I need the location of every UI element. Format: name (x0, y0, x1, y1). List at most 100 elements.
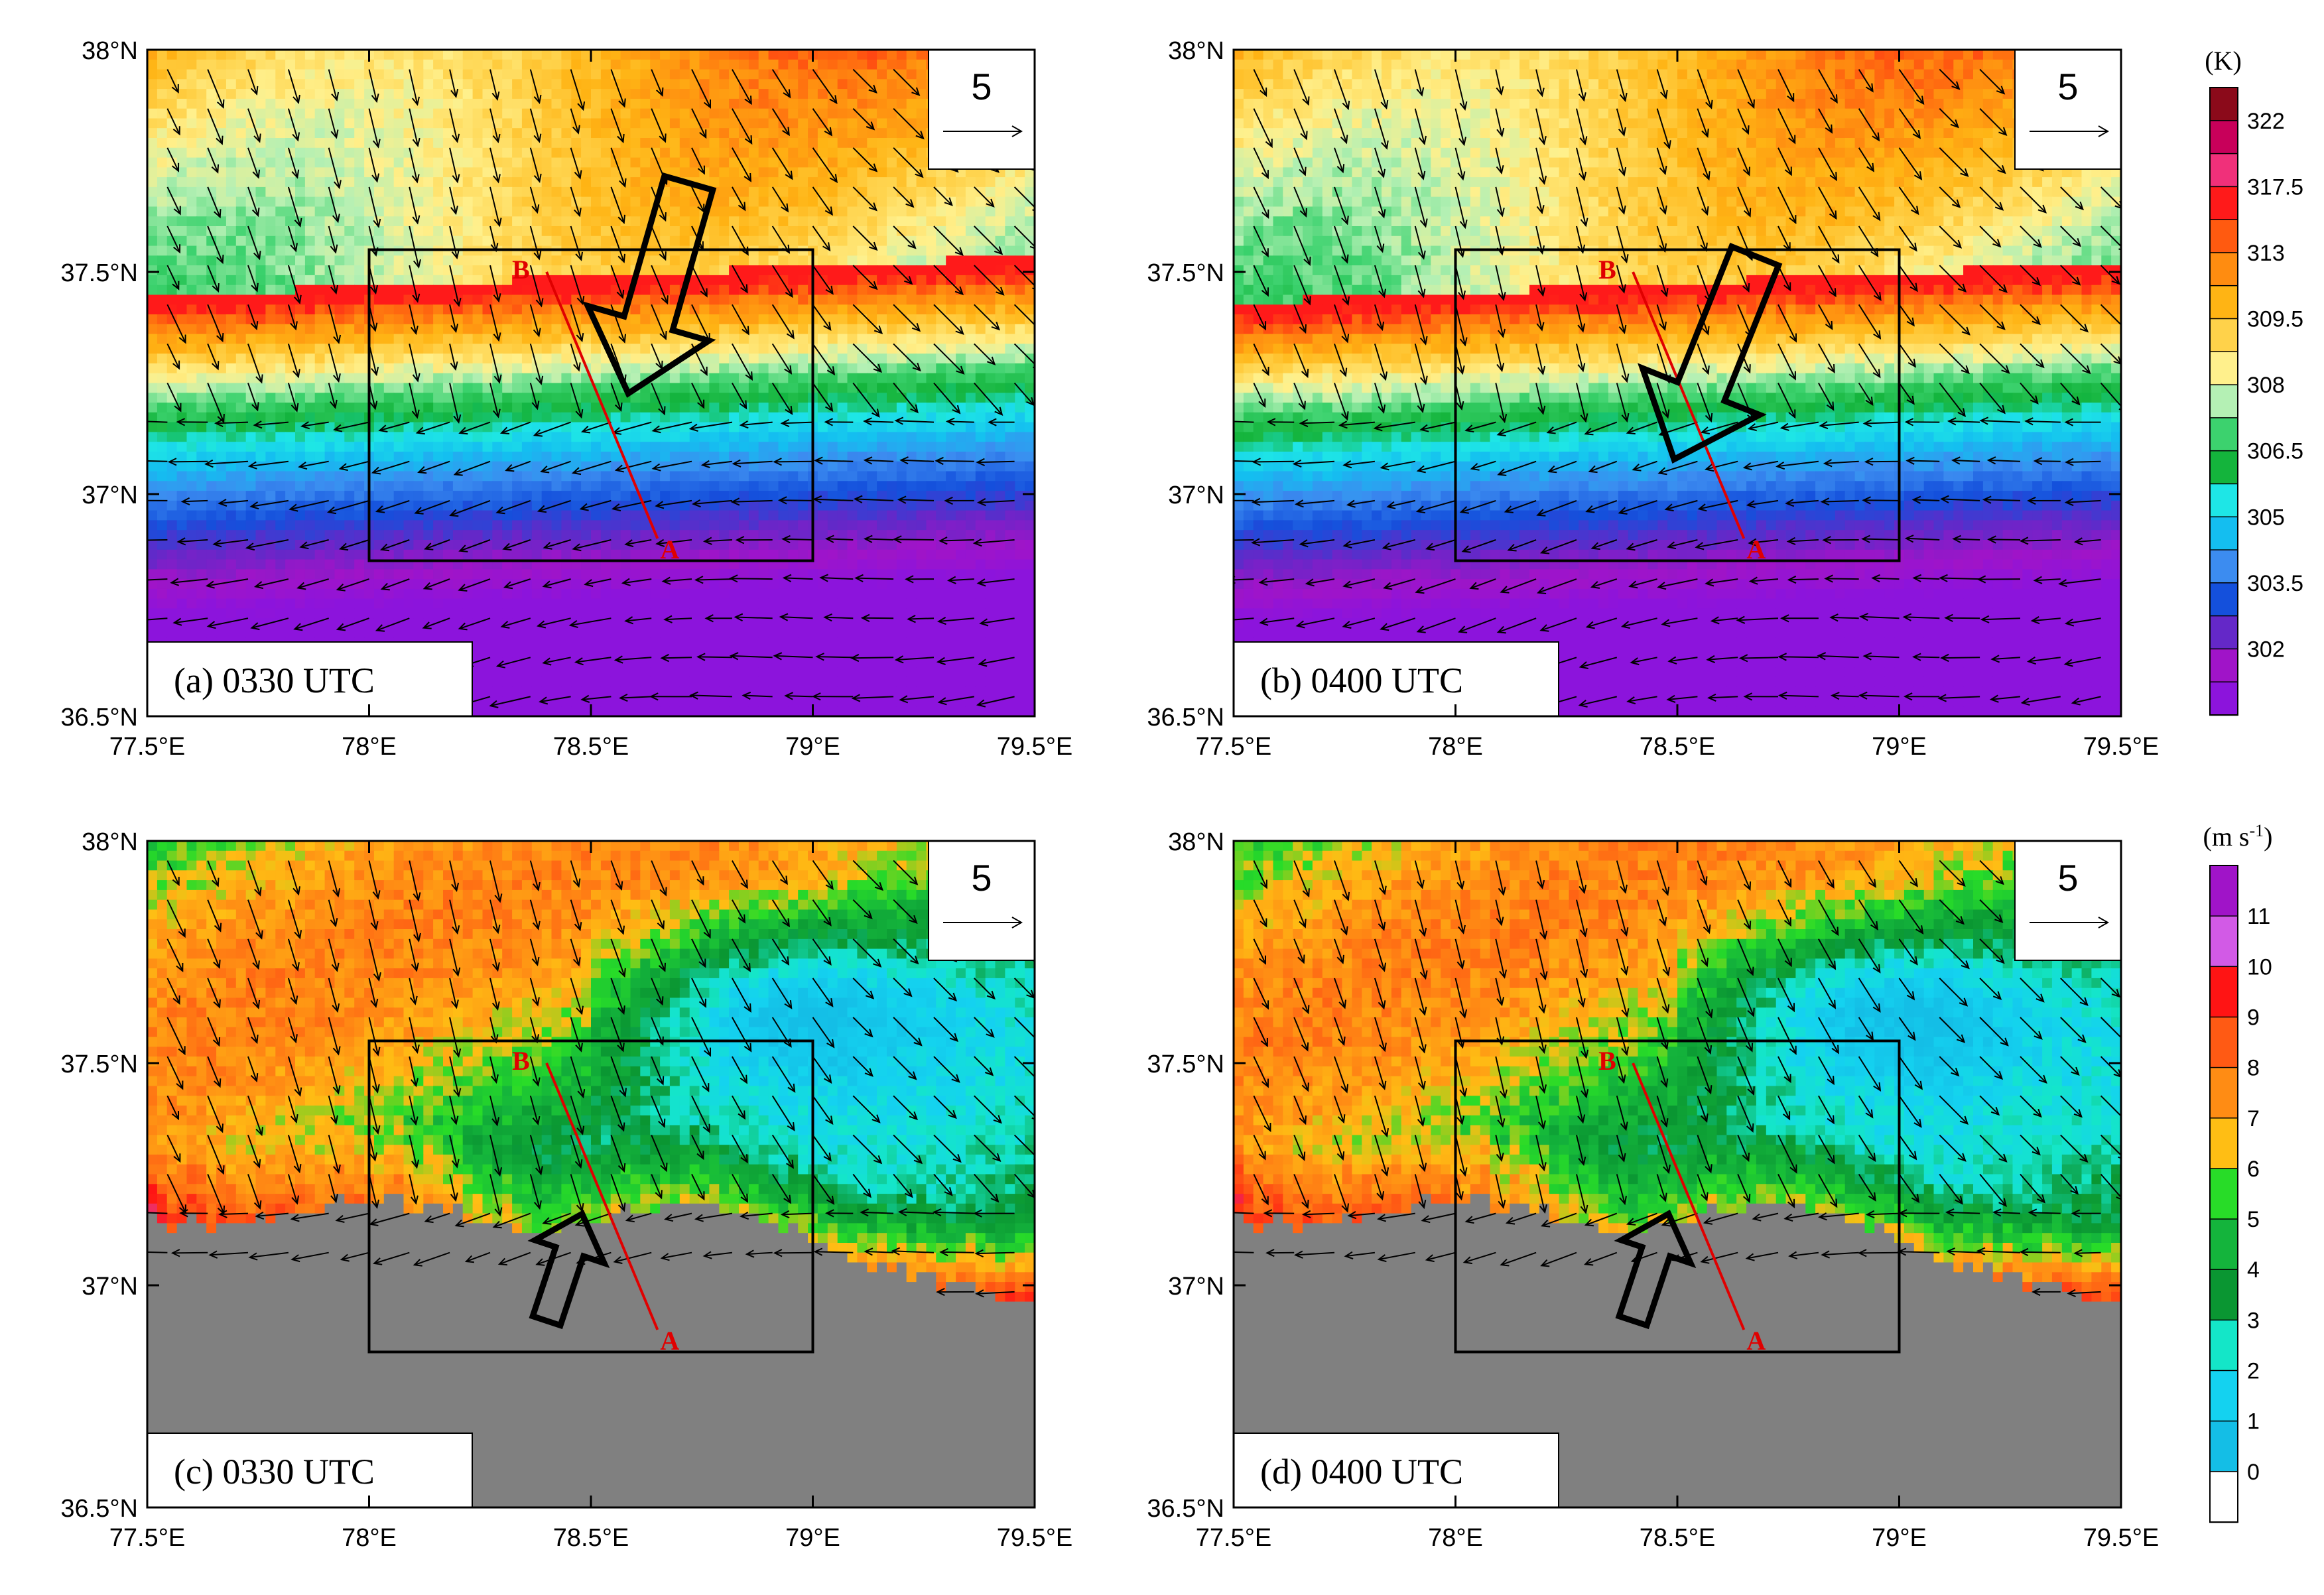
colorbar-label: 317.5 (2247, 174, 2303, 200)
panel-label-box: (b) 0400 UTC (1233, 641, 1559, 717)
reference-vector-value: 5 (2057, 66, 2078, 107)
lat-tick-label: 37°N (82, 1273, 138, 1301)
lon-tick-label: 77.5°E (109, 1524, 186, 1552)
panel-a: A B 5 (a) 0330 UTC 77.5°E 78°E 78.5°E 79°E 79.5°… (60, 37, 1072, 761)
analysis-box (367, 248, 814, 562)
flow-arrow (1638, 243, 1783, 464)
reference-vector: 5 (2014, 840, 2122, 961)
lon-tick-label: 78.5°E (553, 1524, 629, 1552)
section-point-a: A (1746, 535, 1766, 564)
colorbar-unit: (m s-1) (2203, 821, 2273, 852)
lat-tick-label: 36.5°N (1147, 704, 1224, 732)
colorbar-label: 9 (2247, 1005, 2260, 1031)
analysis-box (367, 1039, 814, 1354)
field-wind_speed (147, 841, 1035, 1507)
lon-tick-label: 78°E (1428, 733, 1483, 761)
temperature-colorbar: 322 317.5 313 309.5 308 306.5 305 303.5 302 (K) (2205, 46, 2303, 716)
section-line (1632, 271, 1746, 539)
lon-tick-label: 78.5°E (1640, 733, 1716, 761)
axis-ticks: 77.5°E 78°E 78.5°E 79°E 79.5°E 38°N 37.5°N 37°N… (1147, 828, 2159, 1552)
lat-tick-label: 38°N (82, 828, 138, 856)
field-temperature (147, 50, 1035, 716)
panel-label-box: (a) 0330 UTC (147, 641, 473, 717)
flow-arrow (582, 172, 717, 398)
lon-tick-label: 79°E (1872, 733, 1927, 761)
colorbar-label: 309.5 (2247, 307, 2303, 332)
colorbar-label: 6 (2247, 1157, 2260, 1182)
colorbar-label: 322 (2247, 109, 2285, 134)
reference-vector: 5 (928, 840, 1035, 961)
flow-arrow (1614, 1209, 1697, 1330)
lon-tick-label: 78°E (342, 733, 397, 761)
colorbar-label: 302 (2247, 637, 2285, 662)
section-point-b: B (1598, 255, 1616, 285)
reference-vector-value: 5 (971, 857, 992, 899)
lon-tick-label: 78.5°E (553, 733, 629, 761)
colorbar-label: 8 (2247, 1056, 2260, 1081)
axis-ticks: 77.5°E 78°E 78.5°E 79°E 79.5°E 38°N 37.5°N 37°N… (60, 37, 1072, 761)
section-line (545, 271, 659, 539)
lon-tick-label: 78°E (1428, 1524, 1483, 1552)
colorbar-label: 313 (2247, 241, 2285, 266)
reference-vector-value: 5 (2057, 857, 2078, 899)
colorbar-label: 305 (2247, 505, 2285, 530)
panel-label: (b) 0400 UTC (1260, 661, 1463, 700)
lat-tick-label: 37.5°N (60, 259, 138, 287)
lon-tick-label: 79°E (1872, 1524, 1927, 1552)
lat-tick-label: 36.5°N (60, 704, 138, 732)
section-point-b: B (512, 1046, 530, 1076)
colorbar-label: 4 (2247, 1257, 2260, 1283)
panel-d: A B 5 (d) 0400 UTC 77.5°E 78°E 78.5°E 79°E 79.5°… (1147, 828, 2159, 1552)
lon-tick-label: 79.5°E (2083, 1524, 2160, 1552)
panel-label-box: (c) 0330 UTC (147, 1433, 473, 1508)
field-temperature (1234, 50, 2121, 716)
lon-tick-label: 79°E (785, 1524, 840, 1552)
reference-vector: 5 (2014, 49, 2122, 170)
flow-arrow (527, 1209, 610, 1330)
section-point-b: B (1598, 1046, 1616, 1076)
colorbar-label: 308 (2247, 373, 2285, 398)
reference-vector-value: 5 (971, 66, 992, 107)
colorbar-label: 7 (2247, 1106, 2260, 1131)
colorbar-label: 11 (2247, 904, 2270, 929)
analysis-box (1454, 1039, 1901, 1354)
colorbar-label: 303.5 (2247, 571, 2303, 596)
analysis-box (1454, 248, 1901, 562)
lat-tick-label: 37°N (1168, 481, 1224, 509)
panel-label: (c) 0330 UTC (174, 1452, 375, 1492)
panel-label-box: (d) 0400 UTC (1233, 1433, 1559, 1508)
colorbar-label: 5 (2247, 1207, 2260, 1232)
section-point-b: B (512, 255, 530, 285)
lon-tick-label: 77.5°E (1196, 1524, 1272, 1552)
colorbar-label: 306.5 (2247, 439, 2303, 464)
axis-ticks: 77.5°E 78°E 78.5°E 79°E 79.5°E 38°N 37.5°N 37°N… (1147, 37, 2159, 761)
lat-tick-label: 37.5°N (1147, 1051, 1224, 1078)
lat-tick-label: 37.5°N (1147, 259, 1224, 287)
lon-tick-label: 79.5°E (2083, 733, 2160, 761)
section-point-a: A (1746, 1326, 1766, 1356)
section-point-a: A (660, 1326, 679, 1356)
panel-b: A B 5 (b) 0400 UTC 77.5°E 78°E 78.5°E 79°E 79.5°… (1147, 37, 2159, 761)
lat-tick-label: 38°N (1168, 828, 1224, 856)
lon-tick-label: 77.5°E (1196, 733, 1272, 761)
colorbar-label: 10 (2247, 954, 2272, 980)
lon-tick-label: 78°E (342, 1524, 397, 1552)
colorbar-unit: (K) (2205, 46, 2242, 76)
lat-tick-label: 37.5°N (60, 1051, 138, 1078)
field-wind_speed (1234, 841, 2121, 1507)
lat-tick-label: 38°N (1168, 37, 1224, 65)
section-point-a: A (660, 535, 679, 564)
lon-tick-label: 77.5°E (109, 733, 186, 761)
lon-tick-label: 79.5°E (997, 733, 1073, 761)
section-line (545, 1062, 659, 1330)
panel-label: (a) 0330 UTC (174, 661, 375, 700)
colorbar-label: 2 (2247, 1359, 2260, 1384)
lon-tick-label: 79.5°E (997, 1524, 1073, 1552)
panel-c: A B 5 (c) 0330 UTC 77.5°E 78°E 78.5°E 79°E 79.5°… (60, 828, 1072, 1552)
panel-label: (d) 0400 UTC (1260, 1452, 1463, 1492)
lat-tick-label: 36.5°N (60, 1495, 138, 1523)
colorbar-label: 3 (2247, 1308, 2260, 1333)
lat-tick-label: 37°N (1168, 1273, 1224, 1301)
lat-tick-label: 36.5°N (1147, 1495, 1224, 1523)
